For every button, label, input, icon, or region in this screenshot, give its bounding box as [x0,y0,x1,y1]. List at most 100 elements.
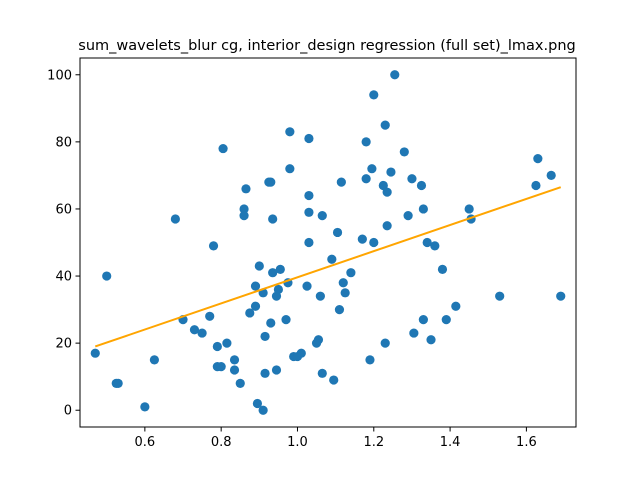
data-point [556,291,566,301]
x-tick-label: 1.2 [363,435,384,450]
data-point [464,204,474,214]
data-point [102,271,112,281]
data-point [304,190,314,201]
data-point [281,315,291,325]
data-point [113,378,123,388]
data-point [212,341,222,352]
data-point [357,234,367,244]
data-point [334,304,345,315]
data-point [409,328,419,338]
data-point [418,204,428,214]
data-point [386,167,396,177]
data-point [218,143,228,154]
y-tick-label: 0 [64,404,72,419]
data-point [260,331,270,342]
data-point [252,398,263,409]
data-point [208,241,219,251]
y-tick-label: 20 [55,337,72,352]
data-point [451,301,461,311]
chart-title: sum_wavelets_blur cg, interior_design re… [78,38,575,54]
data-point [382,221,392,231]
data-point [317,211,327,221]
data-point [418,315,428,325]
data-point [426,335,436,345]
data-point [317,368,327,378]
data-point [361,174,371,184]
x-tick-label: 1.4 [440,435,461,450]
data-point [266,177,276,187]
data-point [380,120,390,130]
data-point [239,204,249,214]
data-point [533,154,543,164]
data-point [302,281,312,291]
data-point [422,237,432,248]
data-point [140,402,150,412]
data-point [229,365,240,375]
data-point [250,301,261,311]
data-point [239,211,249,221]
y-tick-label: 80 [55,135,72,150]
data-point [546,170,556,181]
data-point [260,368,270,378]
data-point [346,268,356,278]
data-point [390,70,400,80]
data-point [399,147,409,157]
data-point [222,338,232,348]
data-point [216,362,226,372]
y-tick-label: 60 [55,202,72,217]
data-point [361,137,371,147]
data-point [403,211,413,221]
data-point [378,180,388,191]
data-point [304,207,314,217]
y-tick-label: 40 [55,270,72,285]
data-point [268,214,278,224]
data-point [271,365,282,375]
data-point [338,278,348,288]
data-point [90,348,100,358]
data-point [266,318,276,328]
regression-line [94,186,562,348]
data-point [275,264,285,274]
data-point [416,180,427,191]
data-point [241,184,251,194]
data-point [382,187,392,197]
data-point [189,325,200,335]
data-point [336,177,346,187]
data-point [407,174,417,184]
data-point [258,405,268,415]
data-point [313,335,324,345]
data-point [285,164,295,174]
data-point [430,241,440,251]
x-tick-label: 0.8 [211,435,232,450]
data-point [254,261,264,271]
x-tick-label: 0.6 [135,435,156,450]
data-point [531,180,541,191]
x-tick-label: 1.6 [516,435,537,450]
data-point [367,164,377,174]
y-tick-label: 100 [47,68,72,83]
data-point [495,291,505,301]
x-tick-label: 1.0 [287,435,308,450]
data-point [285,127,295,137]
data-point [268,268,278,278]
data-point [205,311,215,321]
data-point [250,281,261,291]
data-point [245,308,255,318]
data-point [273,284,283,295]
data-point [332,227,343,238]
data-point [327,254,337,264]
data-point [340,288,350,298]
data-point [437,264,448,274]
data-point [304,237,314,248]
data-point [170,214,180,224]
data-point [229,355,240,365]
data-point [149,355,159,365]
plot-area [90,70,566,415]
data-point [380,338,390,348]
data-point [235,378,245,388]
data-point [197,328,207,338]
data-point [315,291,325,301]
axes-frame [79,57,577,428]
